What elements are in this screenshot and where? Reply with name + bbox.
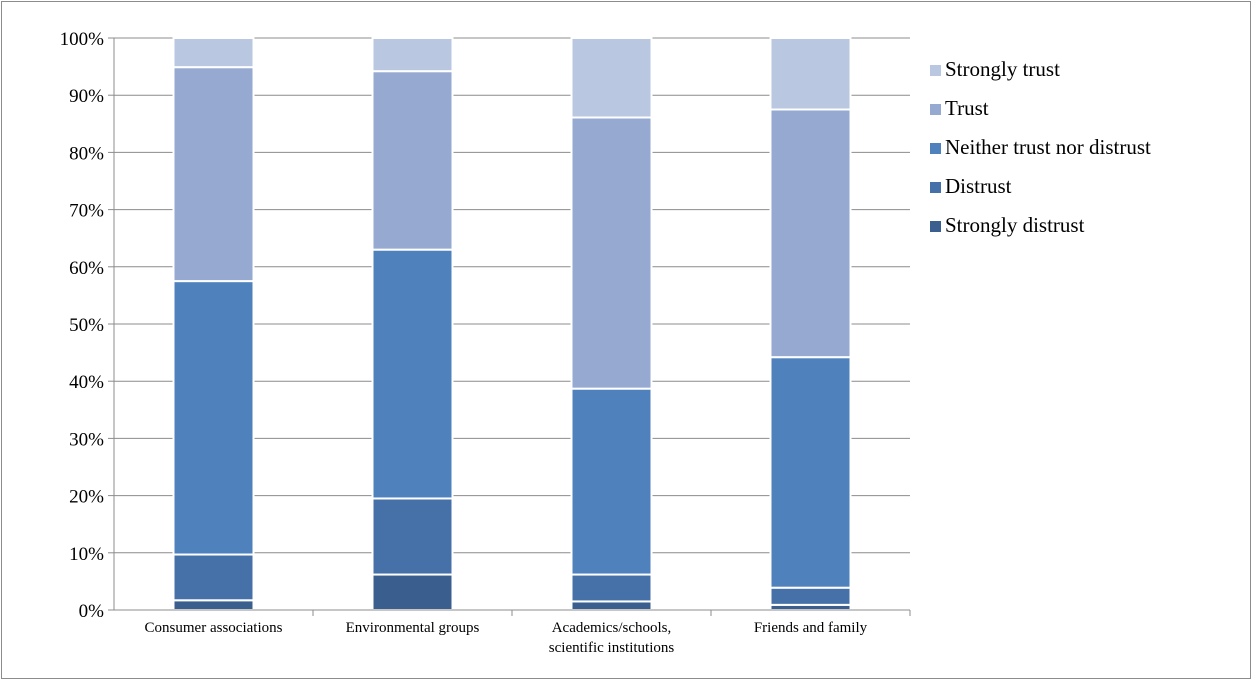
bar-segment-trust bbox=[570, 116, 653, 390]
bar-segment-strongly-distrust bbox=[371, 573, 454, 612]
bar-segment-strongly-distrust bbox=[570, 600, 653, 611]
bar-segment-strongly-trust bbox=[172, 37, 255, 69]
bar-segment-strongly-distrust bbox=[172, 599, 255, 612]
legend-label: Strongly trust bbox=[945, 57, 1060, 81]
y-tick-label: 90% bbox=[69, 86, 104, 107]
legend-swatch bbox=[930, 65, 941, 76]
bar-segment-distrust bbox=[570, 573, 653, 603]
y-tick-label: 80% bbox=[69, 143, 104, 164]
legend-swatch bbox=[930, 182, 941, 193]
y-tick-label: 100% bbox=[60, 29, 105, 50]
legend-label: Strongly distrust bbox=[945, 213, 1085, 237]
bar-segment-neither-trust-nor-distrust bbox=[371, 248, 454, 500]
legend-label: Distrust bbox=[945, 174, 1012, 198]
bar-segment-trust bbox=[769, 108, 852, 359]
legend-item: Strongly distrust bbox=[930, 213, 1085, 237]
legend-item: Trust bbox=[930, 96, 989, 120]
y-tick-label: 60% bbox=[69, 258, 104, 279]
bar-segment-trust bbox=[371, 70, 454, 251]
bar-segment-strongly-trust bbox=[769, 37, 852, 111]
bar-segment-neither-trust-nor-distrust bbox=[570, 387, 653, 576]
y-tick-label: 50% bbox=[69, 315, 104, 336]
y-tick-label: 30% bbox=[69, 429, 104, 450]
y-tick-label: 0% bbox=[79, 601, 105, 622]
y-tick-label: 40% bbox=[69, 372, 104, 393]
legend-item: Neither trust nor distrust bbox=[930, 135, 1151, 159]
legend-swatch bbox=[930, 221, 941, 232]
bar-segment-strongly-trust bbox=[371, 37, 454, 73]
x-category-label: Academics/schools, scientific institution… bbox=[549, 620, 675, 656]
bar-segment-distrust bbox=[371, 497, 454, 576]
x-category-label: Environmental groups bbox=[346, 620, 480, 636]
bar-segment-neither-trust-nor-distrust bbox=[172, 280, 255, 556]
legend-item: Distrust bbox=[930, 174, 1012, 198]
legend-swatch bbox=[930, 104, 941, 115]
bar-segment-distrust bbox=[769, 586, 852, 606]
y-tick-label: 10% bbox=[69, 544, 104, 565]
legend-swatch bbox=[930, 143, 941, 154]
legend-item: Strongly trust bbox=[930, 57, 1060, 81]
axes: 0% 10% 20% 30% 40% 50% 60% 70% 80% 90% 100% Consume… bbox=[60, 29, 911, 656]
bars bbox=[172, 37, 852, 612]
legend: Strongly trust Trust Neither trust nor dis… bbox=[930, 57, 1151, 237]
legend-label: Trust bbox=[945, 96, 989, 120]
bar-segment-trust bbox=[172, 66, 255, 283]
y-tick-label: 70% bbox=[69, 201, 104, 222]
bar-segment-distrust bbox=[172, 553, 255, 602]
bar-segment-strongly-trust bbox=[570, 37, 653, 119]
legend-label: Neither trust nor distrust bbox=[945, 135, 1151, 159]
x-category-label: Consumer associations bbox=[145, 620, 283, 636]
y-tick-label: 20% bbox=[69, 487, 104, 508]
bar-segment-neither-trust-nor-distrust bbox=[769, 356, 852, 589]
x-category-label: Friends and family bbox=[754, 620, 868, 636]
